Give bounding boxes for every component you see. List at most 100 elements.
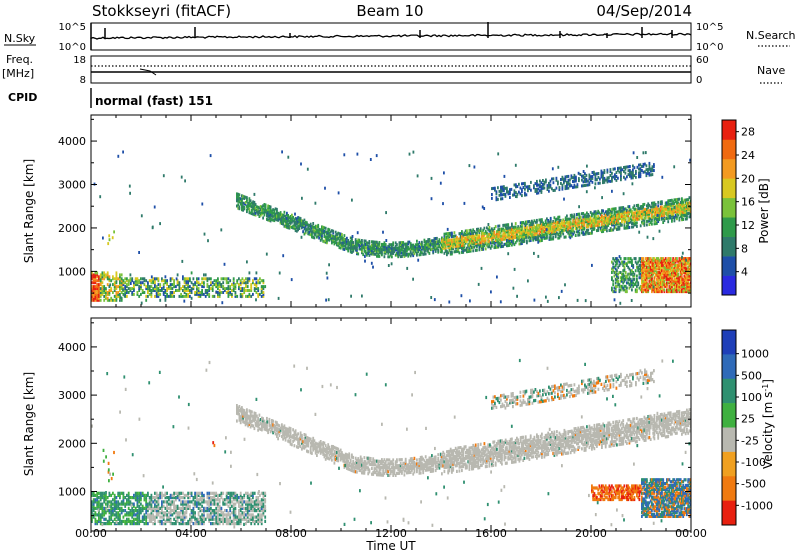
- power-cell: [672, 260, 675, 264]
- power-cell: [649, 279, 652, 283]
- power-cell: [301, 196, 303, 200]
- power-cell: [506, 186, 508, 190]
- power-cell: [677, 274, 680, 278]
- power-cell: [673, 210, 676, 214]
- power-cell: [432, 246, 435, 250]
- power-cell: [525, 193, 528, 197]
- power-cell: [668, 271, 671, 274]
- power-cell: [576, 183, 579, 187]
- power-cell: [648, 286, 651, 290]
- power-cell: [250, 294, 253, 298]
- power-cell: [645, 174, 648, 178]
- velocity-cell: [98, 500, 100, 504]
- velocity-cell: [98, 517, 100, 521]
- power-cell: [369, 247, 372, 251]
- power-cell: [246, 285, 249, 289]
- power-cell: [503, 234, 506, 238]
- power-cell: [468, 234, 471, 238]
- power-cell: [636, 214, 638, 218]
- power-cell: [636, 216, 638, 220]
- power-cell: [614, 215, 617, 219]
- power-cell: [644, 170, 646, 174]
- power-cell: [628, 260, 631, 264]
- power-cell: [92, 296, 95, 300]
- colorbar-swatch: [722, 217, 736, 237]
- power-cell: [678, 284, 681, 288]
- power-cell: [164, 294, 167, 298]
- power-cell: [648, 262, 651, 266]
- power-cell: [678, 209, 681, 213]
- power-cell: [185, 277, 188, 281]
- power-cell: [658, 274, 661, 278]
- power-cell: [409, 242, 412, 246]
- power-cell: [524, 227, 527, 231]
- power-cell: [127, 283, 130, 287]
- power-cell: [326, 241, 328, 245]
- power-cell: [674, 215, 677, 219]
- power-cell: [629, 283, 632, 287]
- power-cell: [298, 221, 301, 225]
- power-cell: [259, 213, 262, 217]
- power-cell: [497, 242, 500, 246]
- power-cell: [553, 221, 556, 225]
- power-cell: [227, 289, 230, 292]
- power-cell: [447, 240, 450, 244]
- power-cell: [666, 204, 668, 208]
- power-cell: [644, 264, 647, 267]
- power-cell: [563, 179, 565, 183]
- power-cell: [646, 284, 648, 288]
- power-cell: [119, 273, 121, 277]
- velocity-cell: [117, 493, 120, 497]
- power-cell: [451, 235, 453, 239]
- power-cell: [221, 301, 224, 305]
- power-cell: [671, 271, 673, 274]
- power-cell: [92, 285, 95, 289]
- power-cell: [473, 230, 476, 233]
- velocity-cell: [96, 513, 99, 517]
- power-cell: [644, 284, 647, 288]
- power-cell: [668, 206, 671, 210]
- power-cell: [524, 187, 526, 191]
- power-cell: [203, 292, 205, 296]
- power-cell: [152, 281, 155, 285]
- power-cell: [513, 227, 516, 231]
- power-cell: [545, 178, 547, 182]
- power-cell: [507, 231, 510, 235]
- power-cell: [623, 212, 626, 216]
- power-cell: [372, 265, 374, 269]
- power-cell: [471, 233, 473, 237]
- power-cell: [616, 277, 618, 281]
- power-cell: [337, 231, 340, 235]
- power-cell: [241, 287, 244, 291]
- power-cell: [406, 244, 408, 248]
- power-cell: [354, 246, 357, 250]
- power-cell: [629, 217, 632, 221]
- power-cell: [538, 234, 541, 238]
- power-cell: [674, 288, 677, 292]
- power-cell: [521, 226, 523, 230]
- power-cell: [242, 194, 244, 198]
- power-cell: [464, 240, 467, 243]
- power-cell: [551, 221, 553, 225]
- power-cell: [274, 217, 277, 221]
- power-cell: [367, 241, 370, 245]
- power-cell: [461, 230, 463, 234]
- power-cell: [119, 275, 121, 279]
- power-cell: [547, 222, 550, 226]
- power-cell: [343, 244, 346, 248]
- power-cell: [626, 165, 628, 169]
- power-cell: [526, 234, 528, 238]
- power-cell: [508, 233, 511, 237]
- power-cell: [244, 195, 247, 199]
- power-cell: [619, 301, 622, 305]
- power-cell: [664, 206, 667, 210]
- power-cell: [681, 258, 683, 262]
- power-cell: [638, 175, 640, 179]
- power-cell: [327, 227, 330, 231]
- power-cell: [161, 287, 163, 291]
- power-cell: [469, 249, 472, 253]
- power-cell: [225, 287, 228, 291]
- power-cell: [633, 213, 636, 217]
- velocity-cell: [127, 517, 130, 521]
- power-cell: [266, 211, 268, 214]
